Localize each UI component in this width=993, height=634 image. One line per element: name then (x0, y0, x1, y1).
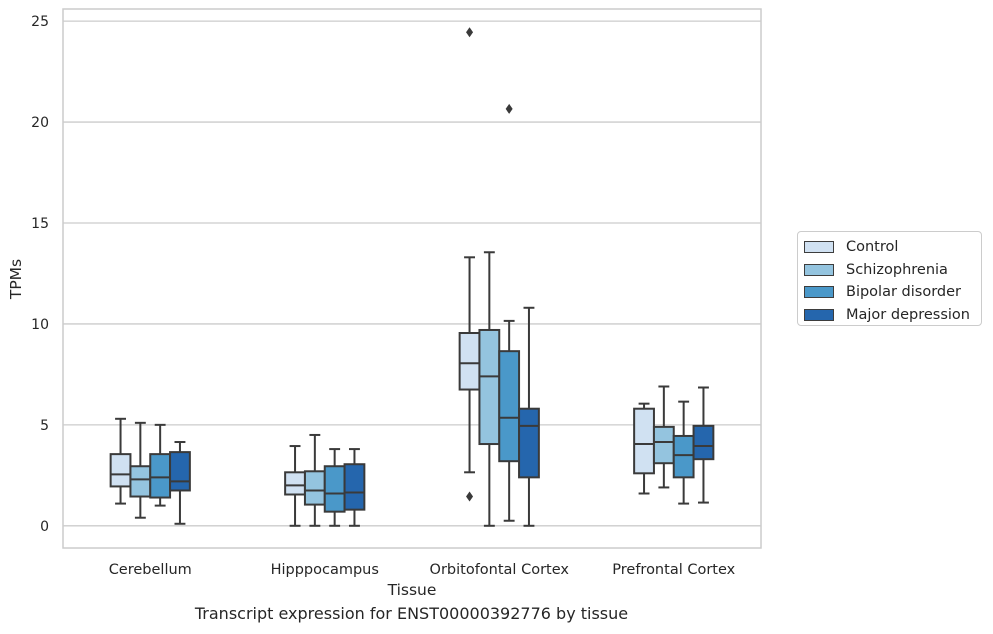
y-tick-label: 25 (31, 14, 49, 30)
box-iqr (672, 434, 695, 479)
box-iqr (323, 465, 346, 513)
outlier-point (466, 491, 474, 502)
y-axis-label: TPMs (7, 259, 25, 300)
x-tick-label: Orbitofontal Cortex (430, 562, 570, 578)
y-tick-labels: 0 5 10 15 20 25 (31, 14, 49, 535)
legend-item: Schizophrenia (804, 259, 981, 282)
legend-label: Schizophrenia (846, 261, 948, 278)
y-tick-label: 20 (31, 115, 49, 131)
box-iqr (169, 451, 191, 492)
legend-label: Control (846, 239, 899, 256)
box-major-depression (343, 448, 366, 527)
legend-swatch (804, 263, 834, 276)
y-tick-label: 10 (31, 317, 49, 333)
box-iqr (303, 470, 326, 506)
box-iqr (343, 463, 366, 511)
x-tick-label: Hipppocampus (271, 562, 379, 578)
legend-swatch (804, 241, 834, 254)
legend-swatch (804, 308, 834, 321)
x-axis-label: Tissue (387, 581, 437, 599)
legend-label: Major depression (846, 306, 970, 323)
box-schizophrenia (129, 421, 152, 519)
boxes (109, 27, 715, 527)
legend-item: Control (804, 236, 981, 259)
x-tick-label: Prefrontal Cortex (612, 562, 735, 578)
box-schizophrenia (303, 433, 326, 527)
box-iqr (478, 328, 501, 446)
box-iqr (109, 453, 132, 488)
box-iqr (149, 453, 172, 499)
box-iqr (498, 350, 521, 463)
box-iqr (692, 424, 715, 461)
box-bipolar-disorder (498, 103, 521, 522)
y-tick-label: 0 (40, 519, 49, 535)
box-control (284, 445, 306, 527)
box-bipolar-disorder (149, 423, 172, 507)
box-iqr (652, 425, 675, 465)
box-major-depression (692, 386, 715, 504)
legend: Control Schizophrenia Bipolar disorder Majo… (797, 231, 982, 326)
box-iqr (633, 407, 655, 475)
y-tick-label: 5 (40, 418, 49, 434)
box-control (458, 27, 481, 502)
box-major-depression (518, 306, 540, 527)
x-tick-label: Cerebellum (109, 562, 192, 578)
box-schizophrenia (478, 251, 501, 527)
box-iqr (458, 332, 481, 391)
box-control (109, 417, 132, 505)
figure-caption: Transcript expression for ENST0000039277… (194, 604, 629, 623)
outlier-point (505, 103, 513, 114)
outlier-point (466, 27, 474, 38)
box-iqr (518, 407, 540, 479)
box-major-depression (169, 441, 191, 525)
x-tick-labels: Cerebellum Hipppocampus Orbitofontal Corte… (109, 562, 736, 578)
y-tick-label: 15 (31, 216, 49, 232)
box-iqr (129, 465, 152, 498)
legend-item: Major depression (804, 304, 981, 327)
legend-item: Bipolar disorder (804, 281, 981, 304)
legend-label: Bipolar disorder (846, 284, 961, 301)
box-iqr (284, 471, 306, 496)
legend-swatch (804, 286, 834, 299)
